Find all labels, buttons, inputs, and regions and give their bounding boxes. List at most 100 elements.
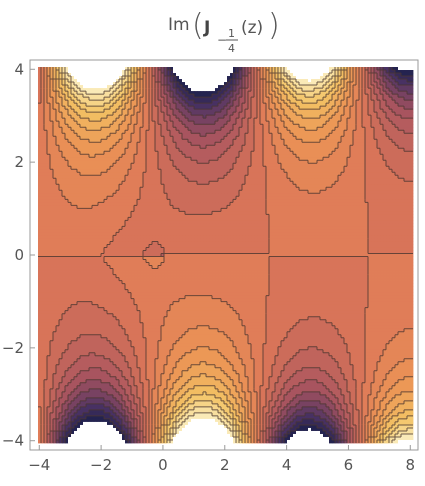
contour-cell <box>308 169 311 172</box>
contour-cell <box>98 67 101 70</box>
contour-cell <box>188 88 191 91</box>
contour-cell <box>353 97 356 100</box>
contour-cell <box>71 133 74 136</box>
contour-cell <box>335 103 338 106</box>
contour-cell <box>140 154 143 157</box>
contour-cell <box>236 184 239 187</box>
contour-cell <box>65 142 68 145</box>
contour-cell <box>293 148 296 151</box>
contour-cell <box>350 163 353 166</box>
contour-cell <box>104 67 107 70</box>
contour-cell <box>272 109 275 112</box>
contour-cell <box>236 106 239 109</box>
contour-cell <box>329 172 332 175</box>
contour-cell <box>350 157 353 160</box>
contour-cell <box>146 181 149 184</box>
contour-cell <box>272 184 275 187</box>
contour-cell <box>344 172 347 175</box>
contour-cell <box>86 79 89 82</box>
contour-cell <box>284 148 287 151</box>
contour-cell <box>299 142 302 145</box>
contour-cell <box>77 130 80 133</box>
contour-cell <box>110 106 113 109</box>
contour-cell <box>173 151 176 154</box>
contour-cell <box>203 154 206 157</box>
contour-cell <box>206 175 209 178</box>
contour-cell <box>110 142 113 145</box>
contour-cell <box>374 103 377 106</box>
contour-cell <box>86 166 89 169</box>
contour-cell <box>365 175 368 178</box>
contour-cell <box>371 142 374 145</box>
contour-cell <box>176 73 179 76</box>
contour-cell <box>44 106 47 109</box>
contour-cell <box>47 181 50 184</box>
contour-cell <box>215 79 218 82</box>
contour-cell <box>119 73 122 76</box>
contour-cell <box>116 121 119 124</box>
contour-cell <box>122 124 125 127</box>
contour-cell <box>152 160 155 163</box>
contour-cell <box>137 181 140 184</box>
contour-cell <box>161 127 164 130</box>
contour-cell <box>86 145 89 148</box>
contour-cell <box>98 145 101 148</box>
contour-cell <box>176 157 179 160</box>
contour-cell <box>104 157 107 160</box>
contour-cell <box>74 157 77 160</box>
contour-cell <box>389 85 392 88</box>
contour-cell <box>86 73 89 76</box>
contour-cell <box>167 121 170 124</box>
contour-cell <box>116 178 119 181</box>
contour-cell <box>212 160 215 163</box>
contour-cell <box>146 163 149 166</box>
contour-cell <box>119 172 122 175</box>
contour-cell <box>119 148 122 151</box>
contour-cell <box>257 145 260 148</box>
contour-cell <box>377 172 380 175</box>
contour-cell <box>236 181 239 184</box>
contour-cell <box>257 151 260 154</box>
contour-cell <box>368 130 371 133</box>
contour-cell <box>377 124 380 127</box>
contour-cell <box>347 169 350 172</box>
contour-cell <box>254 142 257 145</box>
contour-cell <box>311 109 314 112</box>
contour-cell <box>86 181 89 184</box>
contour-cell <box>311 175 314 178</box>
contour-cell <box>56 112 59 115</box>
contour-cell <box>254 148 257 151</box>
contour-cell <box>143 184 146 187</box>
contour-cell <box>230 67 233 70</box>
contour-cell <box>188 175 191 178</box>
contour-cell <box>116 82 119 85</box>
contour-cell <box>68 148 71 151</box>
contour-cell <box>125 103 128 106</box>
contour-cell <box>221 109 224 112</box>
contour-cell <box>407 157 410 160</box>
contour-cell <box>188 136 191 139</box>
contour-cell <box>185 151 188 154</box>
contour-cell <box>176 160 179 163</box>
contour-cell <box>62 184 65 187</box>
contour-cell <box>236 142 239 145</box>
contour-cell <box>341 163 344 166</box>
contour-cell <box>188 151 191 154</box>
contour-cell <box>173 160 176 163</box>
contour-cell <box>188 115 191 118</box>
contour-cell <box>65 178 68 181</box>
contour-cell <box>305 112 308 115</box>
contour-cell <box>407 154 410 157</box>
contour-cell <box>299 160 302 163</box>
contour-cell <box>338 142 341 145</box>
contour-cell <box>344 145 347 148</box>
contour-cell <box>140 139 143 142</box>
contour-cell <box>179 106 182 109</box>
contour-cell <box>98 79 101 82</box>
contour-cell <box>119 142 122 145</box>
contour-cell <box>200 91 203 94</box>
contour-cell <box>266 154 269 157</box>
contour-cell <box>350 109 353 112</box>
contour-cell <box>341 184 344 187</box>
contour-cell <box>83 166 86 169</box>
